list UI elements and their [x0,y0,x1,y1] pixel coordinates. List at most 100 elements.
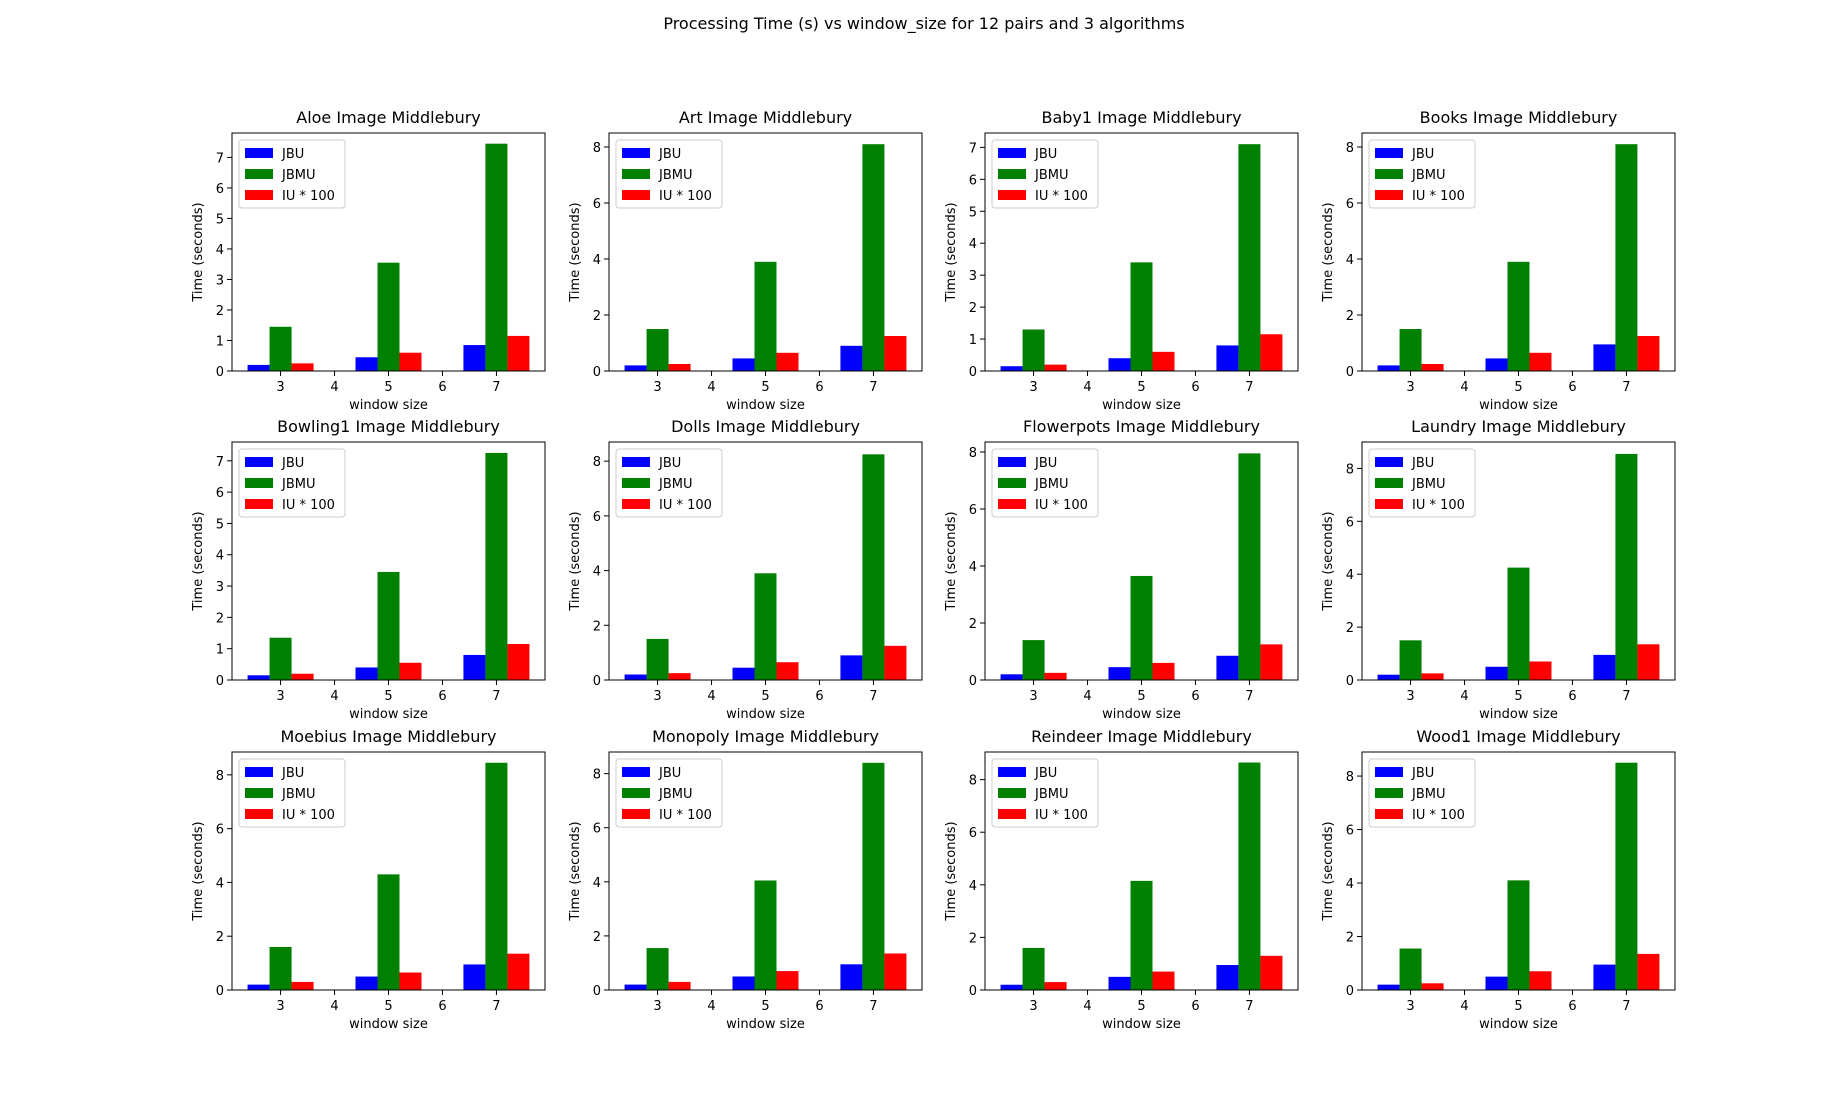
legend-swatch-iu [622,190,650,200]
x-tick-label: 7 [869,689,877,704]
y-tick-label: 0 [1346,984,1354,999]
y-tick-label: 5 [216,212,224,227]
x-tick-label: 6 [1191,689,1199,704]
legend-swatch-jbu [998,767,1026,777]
legend-swatch-jbu [245,148,273,158]
subplot-title: Books Image Middlebury [1420,108,1618,127]
x-tick-label: 5 [1514,999,1522,1014]
bar-iu [884,645,907,680]
legend-label: JBU [1411,766,1434,781]
bar-jbmu [754,261,777,371]
y-tick-label: 2 [969,931,977,946]
x-tick-label: 4 [1083,380,1091,395]
bar-iu [776,662,799,680]
y-tick-label: 4 [216,549,224,564]
x-tick-label: 5 [761,689,769,704]
subplot-1: Aloe Image Middlebury 3 4 5 6 7 0 1 2 3 4 5 6 7 window… [191,108,546,413]
x-tick-label: 6 [815,380,823,395]
bar-iu [668,981,691,990]
y-axis-label: Time (seconds) [568,202,583,302]
legend-swatch-jbu [1375,457,1403,467]
bar-iu [399,662,422,680]
legend-swatch-jbu [1375,148,1403,158]
bar-jbmu [862,454,885,680]
subplot-title: Aloe Image Middlebury [296,108,481,127]
bar-jbmu [862,762,885,990]
x-tick-label: 4 [1460,689,1468,704]
y-tick-label: 4 [1346,253,1354,268]
y-tick-label: 6 [593,197,601,212]
bar-jbu [1485,976,1508,990]
x-tick-label: 6 [1191,380,1199,395]
bar-jbmu [646,638,669,680]
subplot-grid: Aloe Image Middlebury 3 4 5 6 7 0 1 2 3 4 5 6 7 window… [191,108,1676,1032]
legend-label: JBU [1034,766,1057,781]
x-tick-label: 3 [653,689,661,704]
bar-jbmu [1130,262,1153,371]
y-axis-label: Time (seconds) [1321,202,1336,302]
y-axis-label: Time (seconds) [191,511,206,611]
legend-swatch-jbmu [1375,169,1403,179]
y-tick-label: 6 [1346,515,1354,530]
y-tick-label: 3 [969,269,977,284]
subplot-title: Art Image Middlebury [679,108,852,127]
legend-label: JBU [281,766,304,781]
bar-jbu [840,655,863,680]
x-tick-label: 7 [492,689,500,704]
legend-label: JBU [658,456,681,471]
y-tick-label: 6 [216,823,224,838]
y-tick-label: 3 [216,273,224,288]
legend-label: JBMU [1034,787,1068,802]
bar-jbmu [485,143,508,371]
bar-iu [1260,334,1283,371]
y-tick-label: 1 [216,334,224,349]
y-axis-label: Time (seconds) [568,821,583,921]
legend-swatch-iu [245,809,273,819]
legend-label: JBU [658,766,681,781]
legend-label: IU * 100 [1035,808,1088,823]
bar-jbmu [1615,144,1638,371]
subplot-title: Flowerpots Image Middlebury [1023,417,1260,436]
x-tick-label: 6 [815,999,823,1014]
legend-label: IU * 100 [1412,808,1465,823]
y-tick-label: 2 [216,930,224,945]
y-tick-label: 0 [1346,365,1354,380]
y-axis-label: Time (seconds) [1321,511,1336,611]
bar-jbu [463,345,486,371]
legend-swatch-iu [245,499,273,509]
bar-iu [1637,644,1660,680]
bar-jbu [1593,964,1616,990]
legend-swatch-jbu [622,148,650,158]
bar-jbmu [646,948,669,990]
y-tick-label: 6 [969,173,977,188]
bar-jbu [840,964,863,990]
legend-swatch-jbmu [1375,478,1403,488]
x-tick-label: 6 [438,380,446,395]
legend-swatch-iu [998,499,1026,509]
y-axis-label: Time (seconds) [568,511,583,611]
bar-jbmu [1022,947,1045,990]
legend-label: JBMU [658,477,692,492]
x-tick-label: 5 [761,380,769,395]
legend-label: IU * 100 [1035,189,1088,204]
y-tick-label: 2 [593,930,601,945]
y-axis-label: Time (seconds) [1321,821,1336,921]
bar-jbmu [862,144,885,371]
bar-jbu [1000,674,1023,680]
bar-iu [668,364,691,371]
bar-jbu [1485,666,1508,680]
bar-iu [1529,352,1552,371]
bar-jbu [624,984,647,990]
y-tick-label: 4 [1346,568,1354,583]
bar-iu [1260,644,1283,680]
x-tick-label: 7 [869,999,877,1014]
subplot-title: Laundry Image Middlebury [1411,417,1626,436]
y-tick-label: 6 [593,510,601,525]
bar-jbmu [269,946,292,990]
bar-iu [1044,364,1067,371]
y-tick-label: 4 [216,243,224,258]
x-axis-label: window size [1102,1017,1181,1032]
x-tick-label: 7 [492,999,500,1014]
y-tick-label: 7 [969,141,977,156]
bar-jbu [463,964,486,990]
